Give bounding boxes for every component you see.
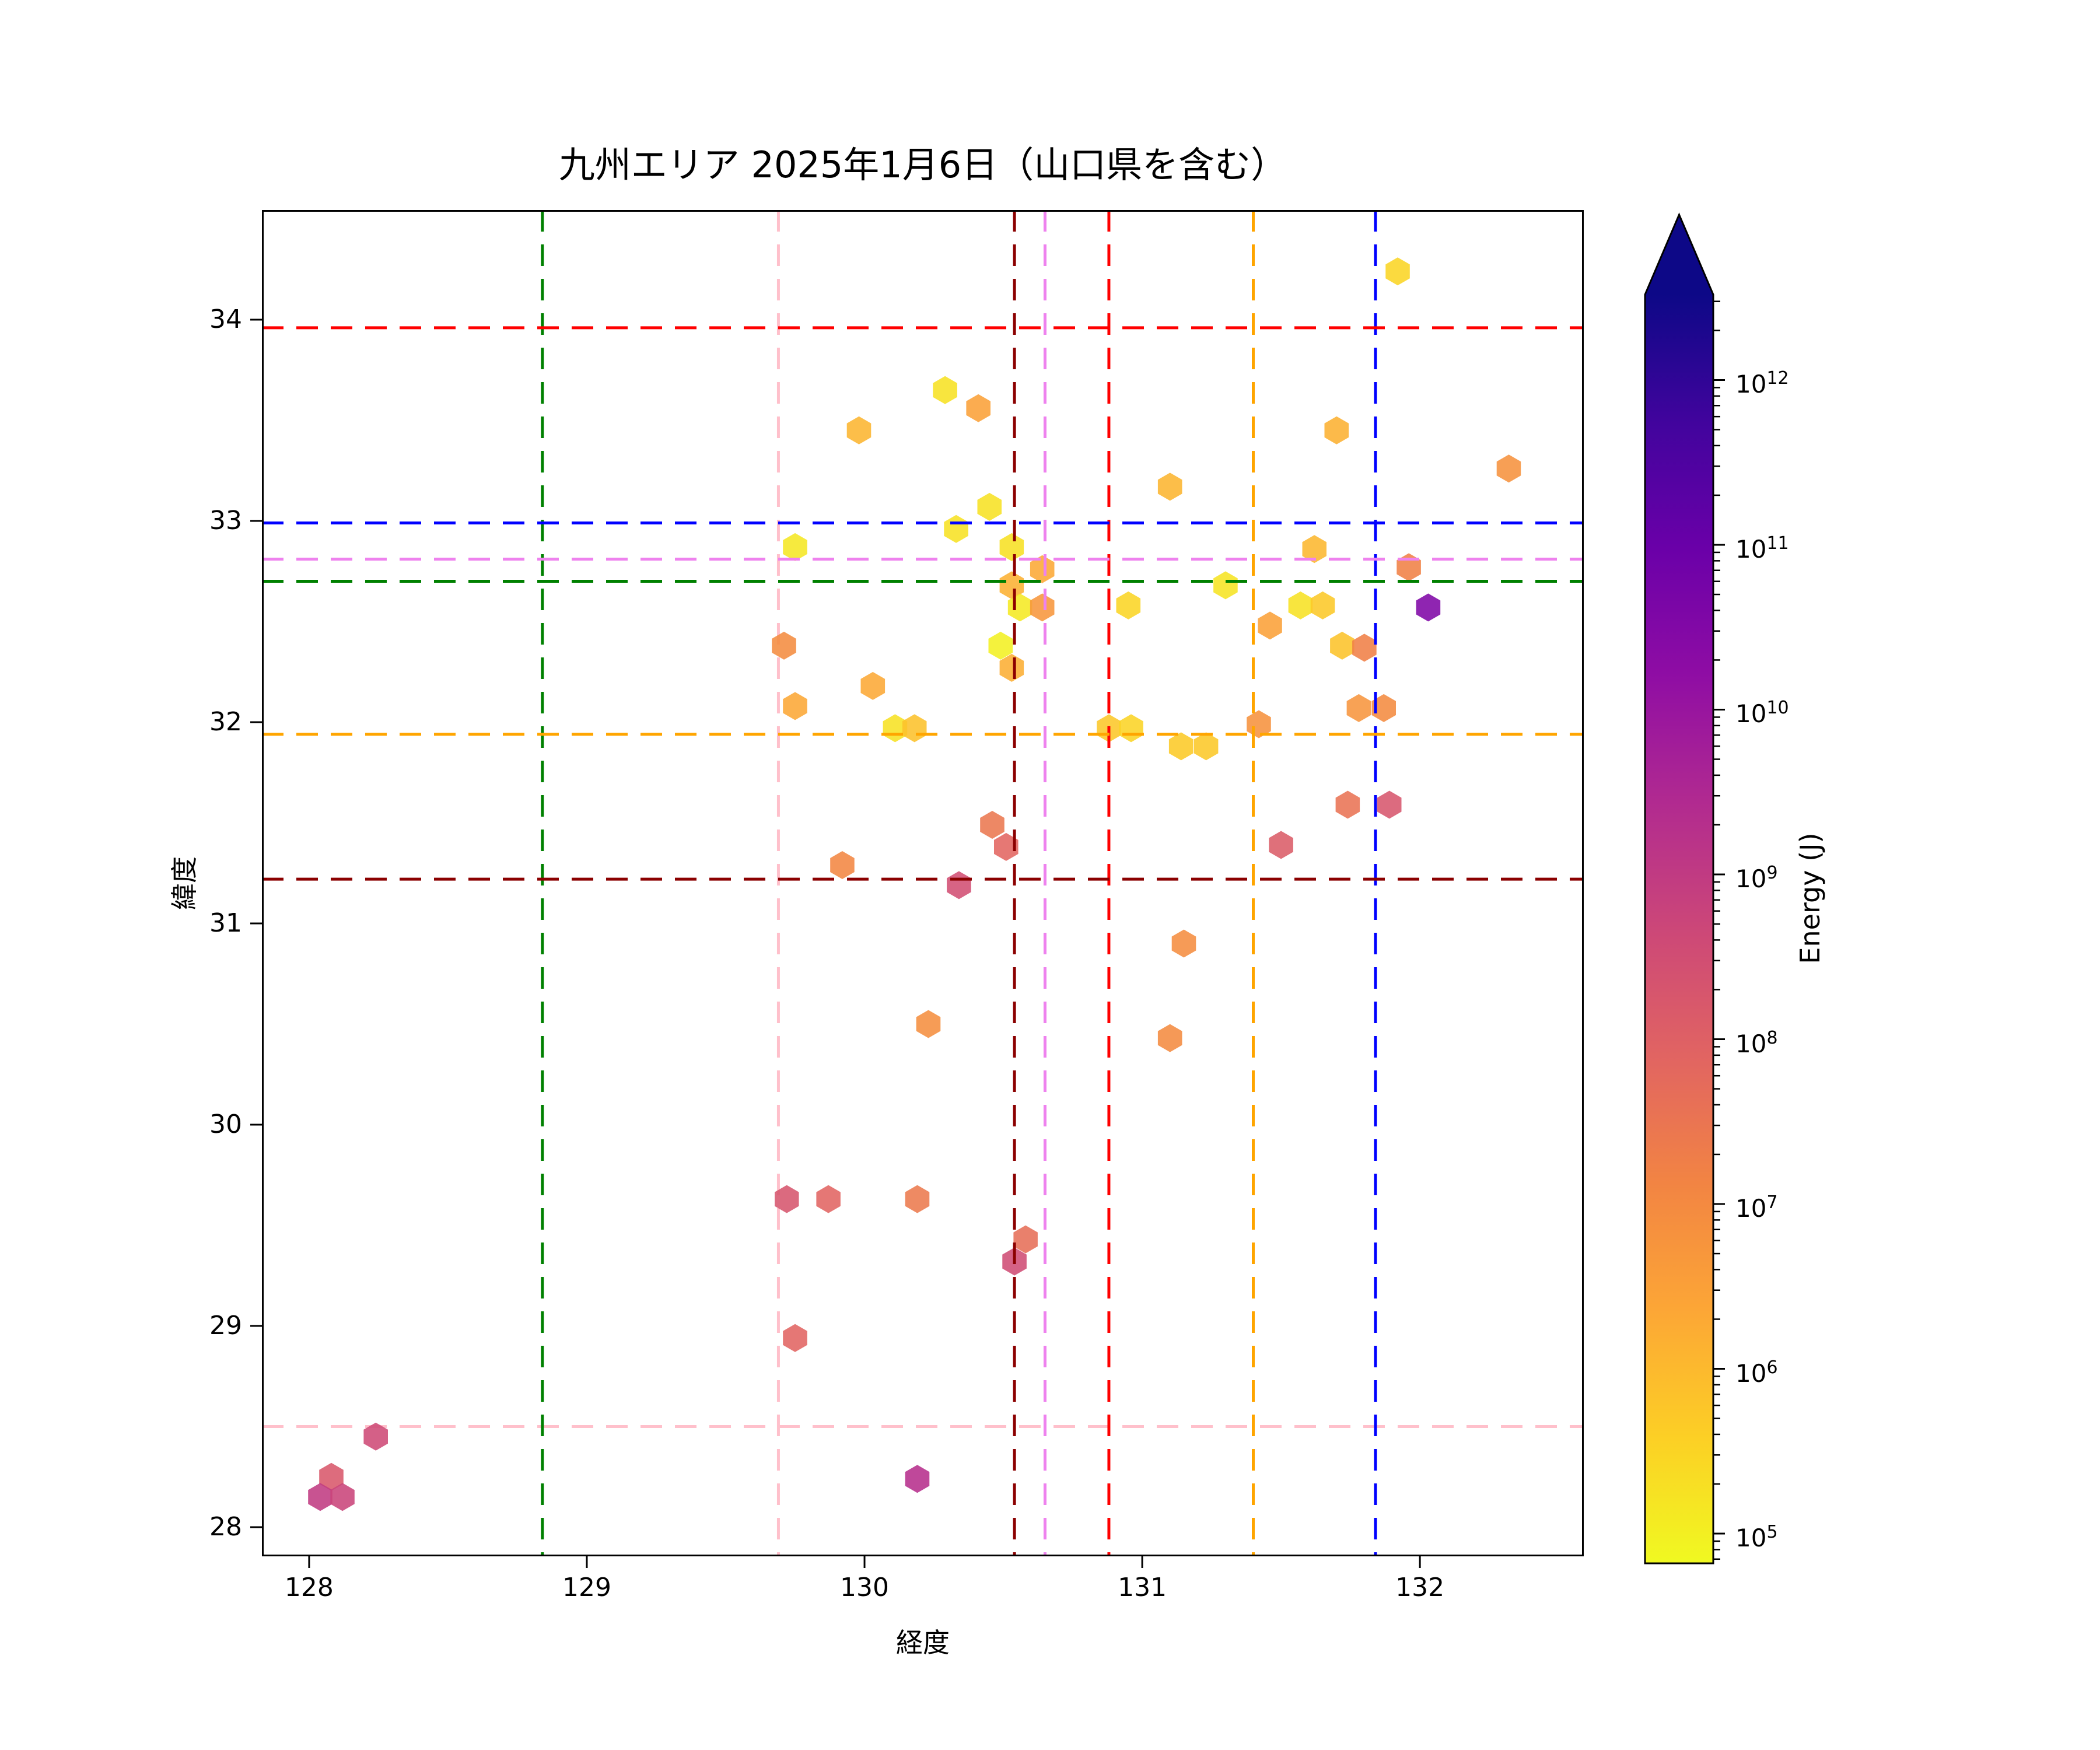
data-point-hexagon bbox=[988, 631, 1013, 660]
colorbar-tick-label: 107 bbox=[1735, 1192, 1778, 1223]
plot-area bbox=[250, 210, 1584, 1568]
colorbar-tick-label: 105 bbox=[1735, 1522, 1778, 1553]
data-points bbox=[308, 257, 1521, 1511]
x-tick-label: 131 bbox=[1118, 1573, 1167, 1602]
data-point-hexagon bbox=[1352, 634, 1377, 662]
colorbar-tick-marks bbox=[1713, 300, 1725, 1560]
data-point-hexagon bbox=[1496, 454, 1521, 483]
data-point-hexagon bbox=[1013, 1225, 1038, 1254]
data-point-hexagon bbox=[999, 533, 1024, 561]
data-point-hexagon bbox=[1258, 611, 1282, 640]
data-point-hexagon bbox=[905, 1185, 930, 1213]
data-point-hexagon bbox=[775, 1185, 799, 1213]
data-point-hexagon bbox=[1330, 631, 1354, 660]
data-point-hexagon bbox=[916, 1010, 941, 1038]
data-point-hexagon bbox=[1396, 553, 1421, 582]
data-point-hexagon bbox=[1171, 929, 1196, 958]
y-tick-label: 29 bbox=[209, 1310, 242, 1340]
colorbar-tick-label: 1012 bbox=[1735, 368, 1789, 399]
data-point-hexagon bbox=[977, 492, 1002, 521]
data-point-hexagon bbox=[947, 871, 971, 900]
y-tick-label: 28 bbox=[209, 1511, 242, 1542]
data-point-hexagon bbox=[933, 376, 957, 404]
data-point-hexagon bbox=[999, 571, 1024, 600]
colorbar bbox=[1644, 212, 1725, 1564]
reference-lines-front bbox=[262, 210, 1584, 1556]
data-point-hexagon bbox=[363, 1422, 388, 1451]
data-point-hexagon bbox=[1324, 416, 1349, 444]
reference-lines-behind bbox=[262, 210, 1584, 1556]
data-point-hexagon bbox=[905, 1465, 930, 1493]
y-axis-label: 緯度 bbox=[169, 856, 200, 910]
colorbar-tick-label: 108 bbox=[1735, 1027, 1778, 1058]
colorbar-tick-label: 109 bbox=[1735, 862, 1778, 893]
data-point-hexagon bbox=[783, 533, 807, 561]
x-tick-label: 132 bbox=[1395, 1573, 1445, 1602]
x-tick-label: 128 bbox=[284, 1573, 334, 1602]
colorbar-label: Energy (J) bbox=[1794, 832, 1826, 964]
y-tick-label: 30 bbox=[209, 1109, 242, 1139]
data-point-hexagon bbox=[1416, 593, 1441, 622]
data-point-hexagon bbox=[772, 631, 796, 660]
data-point-hexagon bbox=[1168, 732, 1194, 761]
data-point-hexagon bbox=[860, 671, 886, 700]
data-point-hexagon bbox=[1335, 790, 1360, 819]
data-point-hexagon bbox=[1310, 591, 1335, 620]
data-point-hexagon bbox=[1116, 591, 1141, 620]
data-point-hexagon bbox=[319, 1462, 344, 1491]
data-point-hexagon bbox=[308, 1483, 332, 1511]
colorbar-tick-label: 1010 bbox=[1735, 698, 1789, 729]
x-tick-label: 130 bbox=[840, 1573, 889, 1602]
data-point-hexagon bbox=[816, 1185, 841, 1213]
data-point-hexagon bbox=[783, 1324, 807, 1352]
data-point-hexagon bbox=[1157, 473, 1182, 501]
data-point-hexagon bbox=[1119, 714, 1143, 743]
data-point-hexagon bbox=[966, 394, 991, 422]
data-point-hexagon bbox=[994, 832, 1019, 861]
colorbar-tick-label: 106 bbox=[1735, 1357, 1778, 1388]
data-point-hexagon bbox=[1030, 593, 1055, 622]
data-point-hexagon bbox=[846, 416, 872, 444]
data-point-hexagon bbox=[1385, 257, 1410, 286]
data-point-hexagon bbox=[1302, 535, 1326, 564]
data-point-hexagon bbox=[1288, 591, 1313, 620]
data-point-hexagon bbox=[1030, 555, 1055, 583]
colorbar-tick-label: 1011 bbox=[1735, 533, 1789, 564]
data-point-hexagon bbox=[980, 811, 1005, 839]
data-point-hexagon bbox=[1377, 790, 1402, 819]
data-point-hexagon bbox=[1371, 694, 1396, 722]
plot-spines bbox=[262, 210, 1584, 1556]
data-point-hexagon bbox=[999, 653, 1024, 682]
data-point-hexagon bbox=[1194, 732, 1219, 761]
y-tick-label: 31 bbox=[209, 908, 242, 938]
data-point-hexagon bbox=[783, 692, 807, 720]
data-point-hexagon bbox=[1269, 831, 1293, 859]
data-point-hexagon bbox=[944, 514, 968, 543]
y-tick-label: 33 bbox=[209, 506, 242, 536]
y-tick-label: 32 bbox=[209, 707, 242, 737]
axis-tick-marks bbox=[250, 318, 1421, 1568]
y-tick-label: 34 bbox=[209, 304, 242, 335]
data-point-hexagon bbox=[1346, 694, 1371, 722]
x-tick-label: 129 bbox=[562, 1573, 611, 1602]
data-point-hexagon bbox=[1157, 1024, 1182, 1052]
data-point-hexagon bbox=[902, 714, 927, 743]
data-point-hexagon bbox=[830, 851, 855, 879]
colorbar-gradient bbox=[1644, 212, 1714, 1564]
data-point-hexagon bbox=[330, 1483, 355, 1511]
chart-title: 九州エリア 2025年1月6日（山口県を含む） bbox=[558, 144, 1287, 186]
x-axis-label: 経度 bbox=[896, 1627, 950, 1658]
data-point-hexagon bbox=[1213, 571, 1238, 600]
